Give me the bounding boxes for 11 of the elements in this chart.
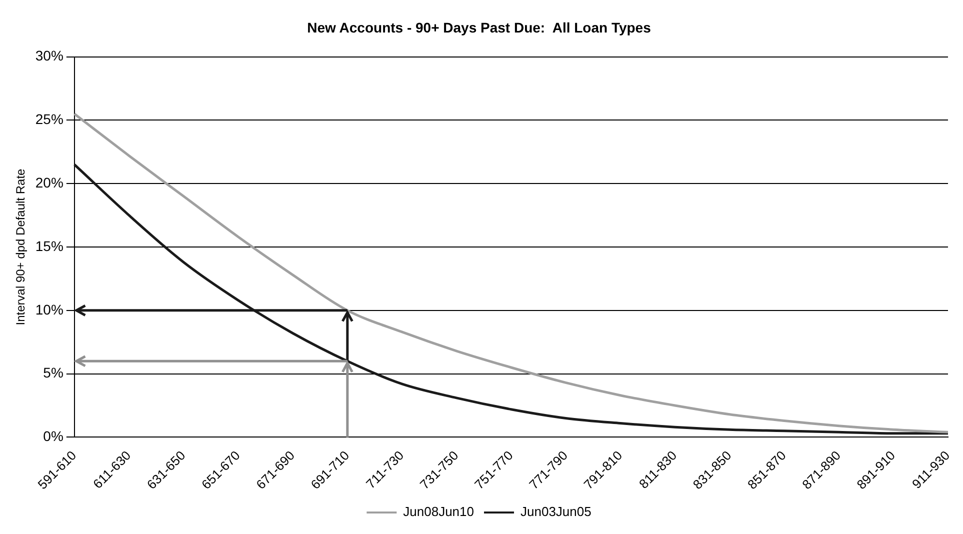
y-tick-label: 30% xyxy=(35,48,64,64)
y-axis-title: Interval 90+ dpd Default Rate xyxy=(14,168,28,326)
legend-label: Jun08Jun10 xyxy=(403,504,474,520)
chart-title: New Accounts - 90+ Days Past Due: All Loan Types xyxy=(307,19,652,36)
y-tick-label: 0% xyxy=(43,428,64,444)
y-tick-label: 25% xyxy=(35,111,64,128)
y-tick-label: 10% xyxy=(35,301,64,318)
y-tick-label: 5% xyxy=(43,364,64,381)
legend-label: Jun03Jun05 xyxy=(520,504,592,520)
y-tick-label: 20% xyxy=(35,174,64,190)
y-tick-label: 15% xyxy=(35,238,64,254)
